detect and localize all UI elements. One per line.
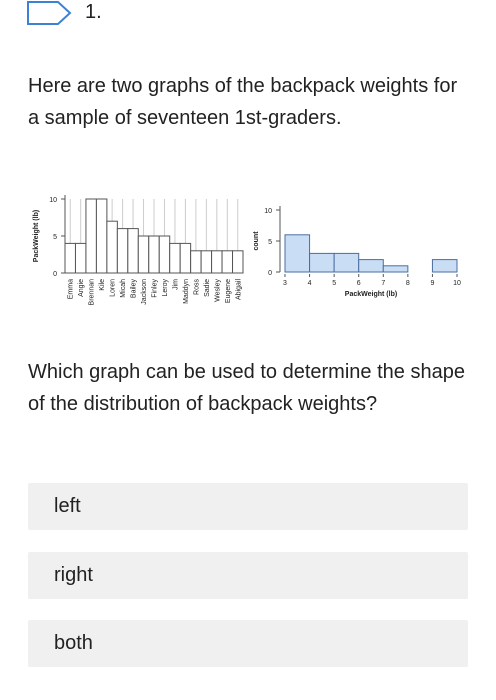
x-tick-label: Micah bbox=[120, 279, 127, 298]
x-tick-label: 7 bbox=[381, 280, 385, 287]
x-tick-label: 3 bbox=[283, 280, 287, 287]
y-axis-label: count bbox=[253, 231, 260, 251]
x-tick-label: 6 bbox=[357, 280, 361, 287]
bar bbox=[200, 250, 213, 274]
x-tick-label: Loren bbox=[110, 279, 117, 297]
option-label[interactable]: both bbox=[54, 632, 93, 654]
x-tick-label: Bailey bbox=[131, 279, 138, 299]
question-number: 1. bbox=[85, 1, 102, 23]
y-axis-label: PackWeight (lb) bbox=[33, 210, 40, 262]
x-tick-label: Sadie bbox=[204, 279, 211, 297]
x-tick-label: Finley bbox=[152, 279, 159, 298]
prompt: Here are two graphs of the backpack weig… bbox=[28, 75, 458, 129]
bar bbox=[74, 242, 87, 274]
bar bbox=[137, 235, 150, 274]
bar bbox=[221, 250, 234, 274]
bar bbox=[64, 242, 76, 274]
x-tick-label: Kile bbox=[99, 279, 106, 291]
y-tick-label: 0 bbox=[53, 271, 57, 278]
y-tick-label: 10 bbox=[49, 197, 57, 204]
bar bbox=[190, 250, 202, 274]
x-tick-label: Leroy bbox=[162, 279, 169, 297]
bar bbox=[232, 250, 244, 274]
x-tick-label: Jim bbox=[172, 279, 179, 290]
x-tick-label: 8 bbox=[406, 280, 410, 287]
bar bbox=[284, 234, 311, 273]
bar bbox=[106, 220, 118, 274]
question: Which graph can be used to determine the… bbox=[28, 361, 465, 415]
bar bbox=[127, 228, 139, 274]
x-tick-label: 4 bbox=[308, 280, 312, 287]
x-tick-label: 5 bbox=[332, 280, 336, 287]
bar bbox=[179, 242, 192, 274]
y-tick-label: 5 bbox=[53, 234, 57, 241]
option[interactable]: both bbox=[28, 620, 468, 667]
x-tick-label: Ross bbox=[193, 279, 200, 295]
x-tick-label: Angie bbox=[78, 279, 85, 297]
bar bbox=[309, 252, 335, 273]
bar bbox=[148, 235, 160, 274]
bar bbox=[431, 259, 458, 273]
option[interactable]: right bbox=[28, 552, 468, 599]
bar bbox=[158, 235, 171, 274]
x-tick-label: Emma bbox=[68, 279, 75, 299]
x-tick-label: Wesley bbox=[214, 279, 221, 302]
bar bbox=[358, 259, 384, 273]
bar bbox=[85, 198, 97, 274]
bar bbox=[333, 252, 360, 273]
charts: 0 5 10 PackWeight (lb) Emma Angie Brennan Kile L… bbox=[33, 195, 461, 306]
y-tick-label: 0 bbox=[268, 270, 272, 277]
bar bbox=[95, 198, 108, 274]
bar bbox=[169, 242, 181, 274]
bar bbox=[211, 250, 223, 274]
y-tick-label: 10 bbox=[264, 208, 272, 215]
x-tick-label: Abigail bbox=[235, 279, 242, 300]
x-axis-label: PackWeight (lb) bbox=[345, 291, 397, 298]
option[interactable]: left bbox=[28, 483, 468, 530]
y-tick-label: 5 bbox=[268, 239, 272, 246]
x-tick-label: Maddyn bbox=[183, 279, 190, 304]
x-tick-label: Jackson bbox=[141, 279, 148, 305]
x-tick-label: Brennan bbox=[89, 279, 96, 306]
bar bbox=[116, 228, 129, 274]
x-tick-label: 9 bbox=[430, 280, 434, 287]
x-tick-label: Eugene bbox=[225, 279, 232, 303]
option-label[interactable]: left bbox=[54, 495, 81, 517]
question-icon bbox=[27, 1, 72, 25]
x-tick-label: 10 bbox=[453, 280, 461, 287]
bar bbox=[382, 265, 409, 273]
option-label[interactable]: right bbox=[54, 564, 93, 586]
